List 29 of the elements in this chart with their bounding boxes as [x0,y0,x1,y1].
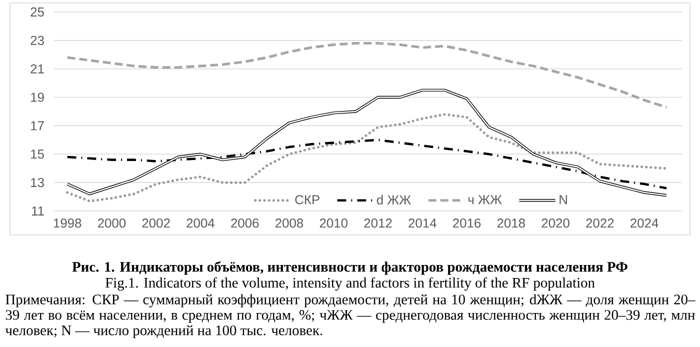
y-tick-label: 13 [31,178,44,188]
x-tick-label: 2024 [630,218,658,228]
x-tick-label: 2002 [142,218,170,228]
legend-label: N [560,195,567,204]
x-tick-label: 2000 [98,218,126,228]
legend-label: СКР [295,195,320,204]
y-tick-label: 21 [30,64,44,74]
x-tick-label: 2018 [497,218,525,228]
text: Рис. 1. Индикаторы объёмов, интенсивности и факторов рождаемости населения РФ [72,261,628,275]
x-tick-label: 2022 [586,218,614,228]
x-tick-label: 2008 [275,218,304,228]
y-tick-label: 23 [30,36,44,46]
x-tick-label: 2020 [542,218,570,228]
x-tick-label: 2012 [364,218,392,228]
y-tick-label: 11 [32,206,44,216]
y-tick-label: 25 [30,7,44,17]
legend-label: ч ЖЖ [468,195,502,204]
x-tick-label: 2016 [453,218,481,228]
x-tick-label: 2010 [320,218,348,228]
x-tick-label: 2006 [231,218,259,228]
y-tick-label: 19 [31,92,44,102]
y-tick-label: 15 [31,150,44,159]
legend-label: d ЖЖ [376,194,411,204]
x-tick-label: 2004 [186,218,214,228]
x-tick-label: 1998 [54,218,82,228]
text: Примечания: СКР — суммарный коэффициент рождаемости, детей на 10 женщин; dЖЖ — доля женщин 20–39 лет во всём населении, в среднем по годам, %; чЖЖ — среднегодовая численность женщин 20–39 лет, млн человек; N — число рождений на 100 тыс. человек. [5,294,696,338]
text: Fig.1. Indicators of the volume, intensity and factors in fertility of the RF population [105,277,595,291]
y-tick-label: 17 [31,121,44,130]
x-tick-label: 2014 [408,218,436,228]
